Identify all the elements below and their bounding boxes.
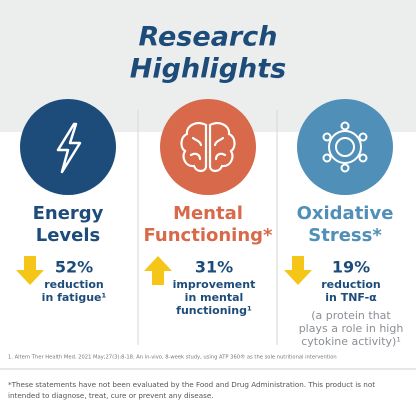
up-arrow xyxy=(144,256,172,285)
stat-detail: in fatigue¹ xyxy=(42,291,107,304)
title: Research xyxy=(139,22,278,53)
stat-note: plays a role in high xyxy=(299,322,404,335)
disclaimer: *These statements have not been evaluate… xyxy=(8,380,375,389)
bolt xyxy=(56,122,82,174)
energy-icon xyxy=(20,99,116,195)
stat-detail: functioning¹ xyxy=(176,304,252,317)
column-heading: Mental xyxy=(173,203,243,224)
brain xyxy=(180,122,236,173)
stat-detail: in TNF-α xyxy=(325,291,377,304)
stat-detail: reduction xyxy=(321,278,381,291)
stat: 52% xyxy=(55,258,93,277)
column-heading: Stress* xyxy=(308,225,382,246)
stat: 19% xyxy=(332,258,370,277)
title: Highlights xyxy=(130,54,286,85)
molecule-icon xyxy=(297,99,393,195)
brain-icon xyxy=(160,99,256,195)
down-arrow xyxy=(284,256,312,285)
down-arrow xyxy=(16,256,44,285)
stat-note: cytokine activity)¹ xyxy=(301,335,401,348)
stat: 31% xyxy=(195,258,233,277)
column-heading: Oxidative xyxy=(297,203,394,224)
disclaimer: intended to diagnose, treat, cure or pre… xyxy=(8,391,214,400)
footnote: 1. Altern Ther Health Med. 2021 May;27(3… xyxy=(8,354,337,361)
stat-detail: improvement xyxy=(173,278,256,291)
column-heading: Functioning* xyxy=(144,225,274,246)
stat-detail: reduction xyxy=(44,278,104,291)
stat-detail: in mental xyxy=(185,291,244,304)
column-heading: Levels xyxy=(36,225,101,246)
column-heading: Energy xyxy=(33,203,104,224)
stat-note: (a protein that xyxy=(311,309,391,322)
molecule xyxy=(322,121,368,173)
